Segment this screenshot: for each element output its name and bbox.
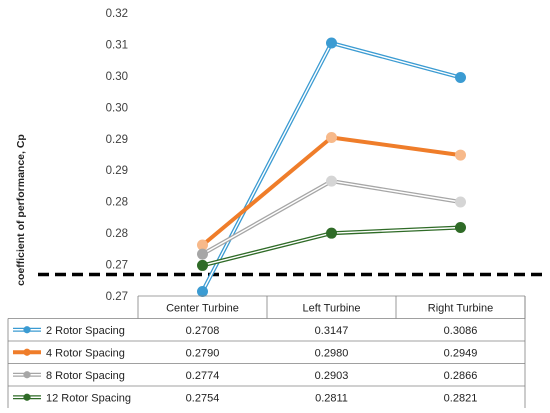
legend-series-name: 2 Rotor Spacing [46, 325, 125, 337]
series-marker-2 [326, 132, 337, 144]
table-value-cell: 0.2980 [315, 347, 349, 359]
table-header-cell: Right Turbine [428, 303, 493, 315]
series-marker-4 [197, 259, 208, 271]
series-marker-4 [455, 222, 466, 234]
series-marker-3 [197, 248, 208, 260]
y-tick-label: 0.29 [106, 165, 128, 177]
series-marker-4 [326, 227, 337, 239]
y-tick-label: 0.28 [106, 197, 128, 209]
table-value-cell: 0.3086 [444, 325, 478, 337]
y-axis-title: coefficient of performance, Cp [15, 134, 27, 286]
y-tick-label: 0.30 [106, 102, 128, 114]
table-header-cell: Center Turbine [166, 303, 239, 315]
legend-key-marker [23, 326, 31, 334]
table-value-cell: 0.2821 [444, 392, 478, 404]
legend-series-name: 8 Rotor Spacing [46, 370, 125, 382]
y-tick-label: 0.32 [106, 8, 128, 20]
table-value-cell: 0.2754 [186, 392, 220, 404]
series-marker-2 [197, 239, 208, 251]
table-value-cell: 0.2949 [444, 347, 478, 359]
series-marker-3 [455, 196, 466, 208]
table-header-cell: Left Turbine [302, 303, 360, 315]
legend-series-name: 4 Rotor Spacing [46, 347, 125, 359]
y-tick-label: 0.31 [106, 39, 128, 51]
y-tick-label: 0.29 [106, 134, 128, 146]
table-value-cell: 0.2708 [186, 325, 220, 337]
table-value-cell: 0.2811 [315, 392, 348, 404]
y-tick-label: 0.27 [106, 291, 128, 303]
y-tick-label: 0.27 [106, 260, 128, 272]
series-marker-1 [455, 72, 466, 84]
table-value-cell: 0.2866 [444, 370, 478, 382]
series-marker-3 [326, 175, 337, 187]
table-value-cell: 0.3147 [315, 325, 349, 337]
series-marker-2 [455, 149, 466, 161]
table-value-cell: 0.2790 [186, 347, 220, 359]
series-marker-1 [197, 285, 208, 297]
series-marker-1 [326, 37, 337, 49]
legend-key-marker [23, 348, 31, 356]
table-value-cell: 0.2774 [186, 370, 220, 382]
table-value-cell: 0.2903 [315, 370, 349, 382]
legend-series-name: 12 Rotor Spacing [46, 392, 131, 404]
y-tick-label: 0.30 [106, 71, 128, 83]
legend-key-marker [23, 393, 31, 401]
legend-key-marker [23, 371, 31, 379]
y-tick-label: 0.28 [106, 228, 128, 240]
